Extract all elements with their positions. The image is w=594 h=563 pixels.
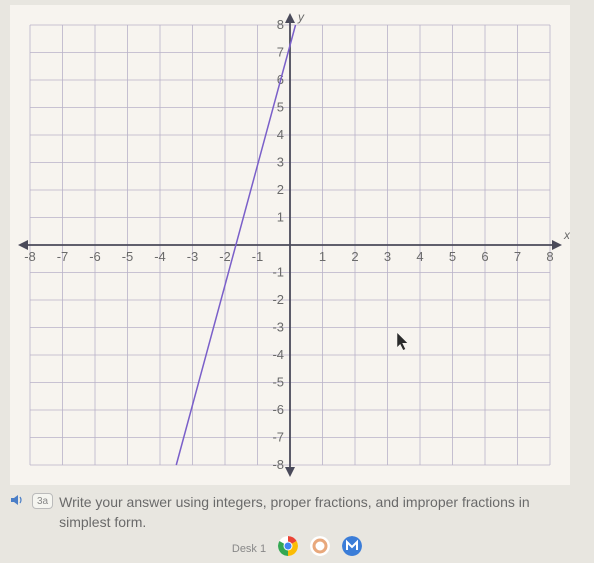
keyboard-hint-badge: 3a: [32, 493, 53, 509]
svg-text:-6: -6: [89, 249, 101, 264]
instruction-text: Write your answer using integers, proper…: [59, 493, 584, 532]
graph-svg: -8 -7 -6 -5 -4 -3 -2 -1 1 2 3 4 5 6 7 8 -8 -7 -6 -5 -4 -3 -2 -1…: [10, 5, 570, 485]
bottom-bar: Desk 1: [0, 536, 594, 561]
svg-text:3: 3: [384, 249, 391, 264]
chrome-icon[interactable]: [278, 536, 298, 561]
svg-text:8: 8: [546, 249, 553, 264]
svg-text:8: 8: [277, 17, 284, 32]
svg-text:-7: -7: [57, 249, 69, 264]
svg-text:2: 2: [351, 249, 358, 264]
svg-text:5: 5: [449, 249, 456, 264]
svg-text:5: 5: [277, 100, 284, 115]
svg-text:-1: -1: [272, 265, 284, 280]
svg-text:4: 4: [277, 127, 284, 142]
svg-text:-3: -3: [272, 320, 284, 335]
svg-text:-4: -4: [154, 249, 166, 264]
svg-text:-2: -2: [219, 249, 231, 264]
svg-text:-5: -5: [272, 375, 284, 390]
audio-icon[interactable]: [10, 493, 26, 512]
svg-text:-4: -4: [272, 347, 284, 362]
svg-text:y: y: [297, 10, 305, 24]
svg-text:1: 1: [277, 210, 284, 225]
svg-text:-7: -7: [272, 430, 284, 445]
svg-text:3: 3: [277, 155, 284, 170]
circle-m-icon[interactable]: [342, 536, 362, 561]
coordinate-graph: -8 -7 -6 -5 -4 -3 -2 -1 1 2 3 4 5 6 7 8 -8 -7 -6 -5 -4 -3 -2 -1…: [10, 5, 570, 485]
svg-text:x: x: [563, 228, 570, 242]
svg-text:-1: -1: [252, 249, 264, 264]
svg-text:-2: -2: [272, 292, 284, 307]
svg-text:4: 4: [416, 249, 423, 264]
svg-text:2: 2: [277, 182, 284, 197]
desk-label: Desk 1: [232, 543, 266, 555]
svg-text:-6: -6: [272, 402, 284, 417]
instruction-row: 3a Write your answer using integers, pro…: [0, 485, 594, 532]
circle-o-icon[interactable]: [310, 536, 330, 561]
svg-text:-3: -3: [187, 249, 199, 264]
svg-text:-5: -5: [122, 249, 134, 264]
svg-text:7: 7: [277, 45, 284, 60]
svg-text:1: 1: [319, 249, 326, 264]
svg-text:-8: -8: [24, 249, 36, 264]
svg-text:6: 6: [481, 249, 488, 264]
svg-text:7: 7: [514, 249, 521, 264]
svg-text:-8: -8: [272, 457, 284, 472]
